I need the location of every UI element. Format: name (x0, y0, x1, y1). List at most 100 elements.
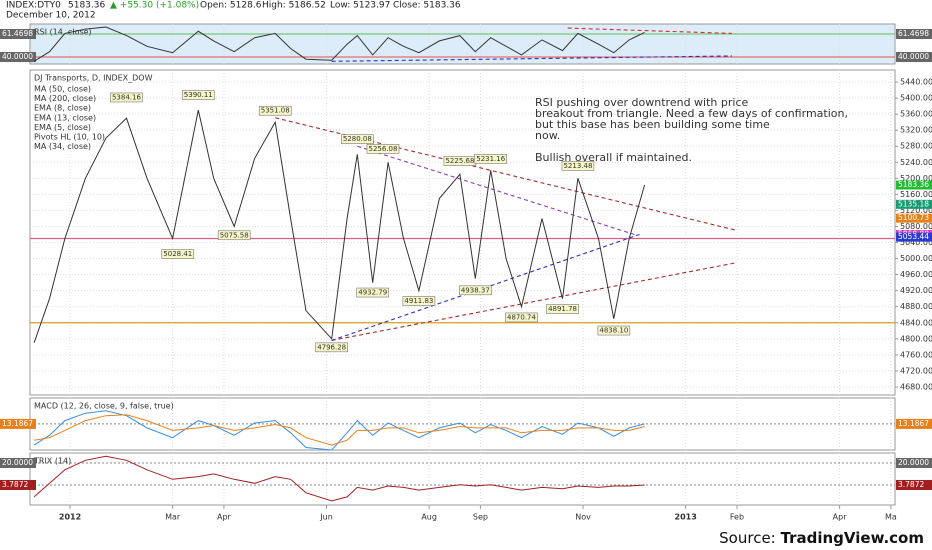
pivot-label (341, 134, 374, 145)
pivot-label (459, 285, 492, 296)
x-tick-label: Mar (165, 513, 181, 522)
x-tick-label: Apr (217, 513, 232, 522)
series-line (33, 410, 645, 451)
legend-entry: EMA (8, close) (34, 104, 91, 113)
y-tick-label: 4760.00 (900, 350, 932, 359)
pivot-label (402, 296, 436, 306)
y-tick-label: 4920.00 (900, 286, 932, 295)
pivot-label (315, 342, 348, 353)
pivot-text: 4796.28 (317, 343, 346, 351)
y-tick-label: 4800.00 (900, 334, 932, 343)
y-tick-label: 4680.00 (900, 382, 932, 391)
panel (29, 23, 896, 65)
x-tick-label: 2013 (675, 513, 697, 522)
y-tick-label: 4840.00 (900, 318, 932, 327)
price-tag (896, 232, 932, 242)
tag-box (896, 458, 932, 469)
pivot-text: 4911.83 (404, 297, 433, 305)
panel-title: TRIX (14) (33, 457, 71, 466)
annotation: now. (535, 129, 560, 142)
close: Close: 5183.36 (393, 1, 461, 11)
price-tag-label: 5053.44 (898, 232, 929, 241)
legend-entry: MA (200, close) (34, 94, 96, 103)
y-tick-label: 5280.00 (900, 142, 932, 151)
pivot-text: 5280.08 (343, 135, 372, 143)
source: Source: TradingView.com (719, 529, 924, 547)
y-tick-label: 5040.00 (900, 238, 932, 247)
legend-entry: MA (34, close) (34, 142, 91, 151)
series-line (33, 455, 645, 502)
price-tag-label: 5100.73 (898, 213, 929, 222)
price-tag (896, 199, 932, 209)
trendline (331, 55, 732, 62)
y-tick-label: 3.7872 (898, 480, 924, 489)
pivot-text: 4870.74 (507, 313, 536, 321)
y-tick-label: 20.0000 (898, 458, 929, 467)
annotation: breakout from triangle. Need a few days … (535, 107, 848, 120)
change: ▲ +55.30 (+1.08%) (110, 1, 199, 11)
pivot-label (161, 249, 195, 259)
y-tick-label: 5000.00 (900, 254, 932, 263)
panel-title: MACD (12, 26, close, 9, false, true) (34, 402, 174, 411)
legend-entry: EMA (13, close) (34, 113, 96, 122)
y-tick-label: 13.1867 (898, 419, 929, 428)
pivot-text: 4891.78 (548, 305, 577, 313)
tag-box (896, 52, 932, 63)
pivot-text: 5075.58 (220, 231, 249, 239)
annotation: RSI pushing over downtrend with price (535, 96, 748, 109)
trendline (567, 27, 732, 34)
pivot-text: 5213.48 (563, 162, 592, 170)
tag-box (896, 479, 932, 490)
y-tick-label: 5120.00 (900, 206, 932, 215)
panel-title: DJ Transports, D, INDEX_DOW (34, 74, 153, 83)
low: Low: 5123.97 (330, 1, 390, 11)
tag-box (0, 52, 36, 63)
pivot-text: 5351.08 (261, 107, 290, 115)
price-tag (896, 180, 932, 190)
pivot-label (181, 90, 215, 100)
y-tick-label: 5240.00 (900, 158, 932, 167)
tag-box (0, 458, 36, 469)
high: High: 5186.52 (262, 1, 326, 11)
legend-entry: Pivots HL (10, 10) (34, 133, 105, 142)
y-tick-label: 5160.00 (900, 190, 932, 199)
y-tick-label: 5400.00 (900, 94, 932, 103)
y-tick-label: 40.0000 (898, 52, 929, 61)
y-tick-label: 61.4698 (898, 29, 929, 38)
x-tick-label: Apr (833, 513, 848, 522)
pivot-text: 5231.16 (476, 155, 505, 163)
annotation: but this base has been building some tim… (535, 118, 770, 131)
pivot-label (217, 230, 251, 241)
symbol: INDEX:DTY0 (6, 1, 61, 11)
y-tick-label: 61.4698 (2, 29, 33, 38)
price-tag-label: 5183.36 (898, 180, 929, 189)
legend-entry: EMA (5, close) (34, 123, 91, 132)
tag-box (896, 29, 932, 40)
tag-box (0, 418, 36, 429)
y-tick-label: 4880.00 (900, 302, 932, 311)
x-tick-label: Aug (421, 513, 437, 522)
y-tick-label: 20.0000 (2, 458, 33, 467)
last-price: 5183.36 (68, 1, 105, 11)
source-site: TradingView.com (781, 529, 924, 547)
y-tick-label: 4720.00 (900, 366, 932, 375)
pivot-text: 5028.41 (163, 250, 192, 258)
pivot-text: 5384.16 (112, 93, 141, 101)
series-line (34, 414, 645, 446)
y-tick-label: 5080.00 (900, 222, 932, 231)
y-tick-label: 5360.00 (900, 110, 932, 119)
y-tick-label: 5320.00 (900, 126, 932, 135)
pivot-label (356, 287, 390, 298)
x-tick-label: Ma (885, 513, 897, 522)
price-tag-label: 5135.18 (898, 199, 929, 208)
pivot-text: 5390.11 (184, 91, 213, 99)
y-tick-label: 4960.00 (900, 270, 932, 279)
pivot-text: 5225.68 (445, 157, 474, 165)
y-tick-label: 40.0000 (2, 52, 33, 61)
panel-title: RSI (14, close) (34, 28, 92, 37)
price-tag (896, 213, 932, 223)
pivot-label (561, 161, 595, 171)
y-tick-label: 13.1867 (2, 419, 33, 428)
pivot-label (366, 144, 400, 154)
